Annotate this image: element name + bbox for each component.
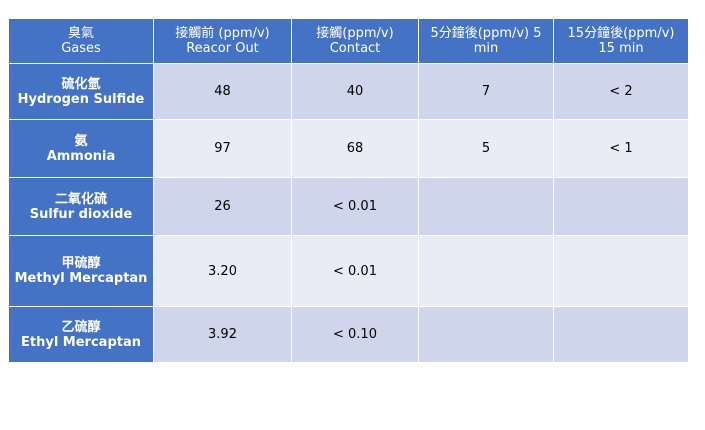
value-cell: 68 <box>291 119 419 178</box>
data-row: 二氧化硫 Sulfur dioxide 26 < 0.01 <box>8 177 689 236</box>
value-cell: < 0.10 <box>291 306 419 363</box>
value-cell <box>553 306 689 363</box>
cell-line: 15 min <box>598 41 644 56</box>
header-cell: 15分鐘後(ppm/v) 15 min <box>553 18 689 64</box>
value-cell: 5 <box>418 119 554 178</box>
cell-line: Ethyl Mercaptan <box>21 334 141 350</box>
value-cell <box>553 177 689 236</box>
cell-line: 5分鐘後(ppm/v) 5 <box>430 26 542 41</box>
cell-line: Methyl Mercaptan <box>14 271 148 286</box>
cell-line: 硫化氫 <box>61 76 101 92</box>
header-cell: 5分鐘後(ppm/v) 5 min <box>418 18 554 64</box>
value-cell: < 0.01 <box>291 235 419 307</box>
value-cell: 7 <box>418 63 554 120</box>
cell-line: 接觸(ppm/v) <box>316 26 394 41</box>
value-cell <box>418 306 554 363</box>
cell-line: Gases <box>61 41 101 56</box>
cell-line: 乙硫醇 <box>61 319 101 335</box>
value-cell <box>553 235 689 307</box>
value-cell: 48 <box>153 63 292 120</box>
header-cell: 接觸前 (ppm/v) Reacor Out <box>153 18 292 64</box>
header-cell: 接觸(ppm/v) Contact <box>291 18 419 64</box>
value-cell: 97 <box>153 119 292 178</box>
value-cell: 40 <box>291 63 419 120</box>
cell-line: 接觸前 (ppm/v) <box>175 26 270 41</box>
value-cell <box>418 177 554 236</box>
cell-line: 臭氣 <box>67 26 94 41</box>
cell-line: 甲硫醇 <box>61 256 101 271</box>
cell-line: 二氧化硫 <box>54 191 107 207</box>
data-row: 硫化氫 Hydrogen Sulfide 48 40 7 < 2 <box>8 63 689 120</box>
gas-name-cell: 硫化氫 Hydrogen Sulfide <box>8 63 154 120</box>
header-cell: 臭氣 Gases <box>8 18 154 64</box>
header-row: 臭氣 Gases 接觸前 (ppm/v) Reacor Out 接觸(ppm/v) Con… <box>8 18 689 64</box>
gas-name-cell: 氨 Ammonia <box>8 119 154 178</box>
cell-line: min <box>473 41 499 56</box>
value-cell: < 2 <box>553 63 689 120</box>
gas-table: 臭氣 Gases 接觸前 (ppm/v) Reacor Out 接觸(ppm/v) Con… <box>8 18 689 363</box>
gas-name-cell: 甲硫醇 Methyl Mercaptan <box>8 235 154 307</box>
value-cell: 26 <box>153 177 292 236</box>
data-row: 乙硫醇 Ethyl Mercaptan 3.92 < 0.10 <box>8 306 689 363</box>
cell-line: Reacor Out <box>186 41 259 56</box>
cell-line: Hydrogen Sulfide <box>17 91 145 107</box>
value-cell: < 1 <box>553 119 689 178</box>
value-cell: 3.20 <box>153 235 292 307</box>
cell-line: Sulfur dioxide <box>29 206 133 222</box>
gas-name-cell: 二氧化硫 Sulfur dioxide <box>8 177 154 236</box>
gas-name-cell: 乙硫醇 Ethyl Mercaptan <box>8 306 154 363</box>
cell-line: Ammonia <box>46 148 116 164</box>
value-cell: 3.92 <box>153 306 292 363</box>
value-cell <box>418 235 554 307</box>
data-row: 甲硫醇 Methyl Mercaptan 3.20 < 0.01 <box>8 235 689 307</box>
data-row: 氨 Ammonia 97 68 5 < 1 <box>8 119 689 178</box>
cell-line: 氨 <box>74 133 88 149</box>
cell-line: Contact <box>329 41 381 56</box>
cell-line: 15分鐘後(ppm/v) <box>567 26 675 41</box>
value-cell: < 0.01 <box>291 177 419 236</box>
